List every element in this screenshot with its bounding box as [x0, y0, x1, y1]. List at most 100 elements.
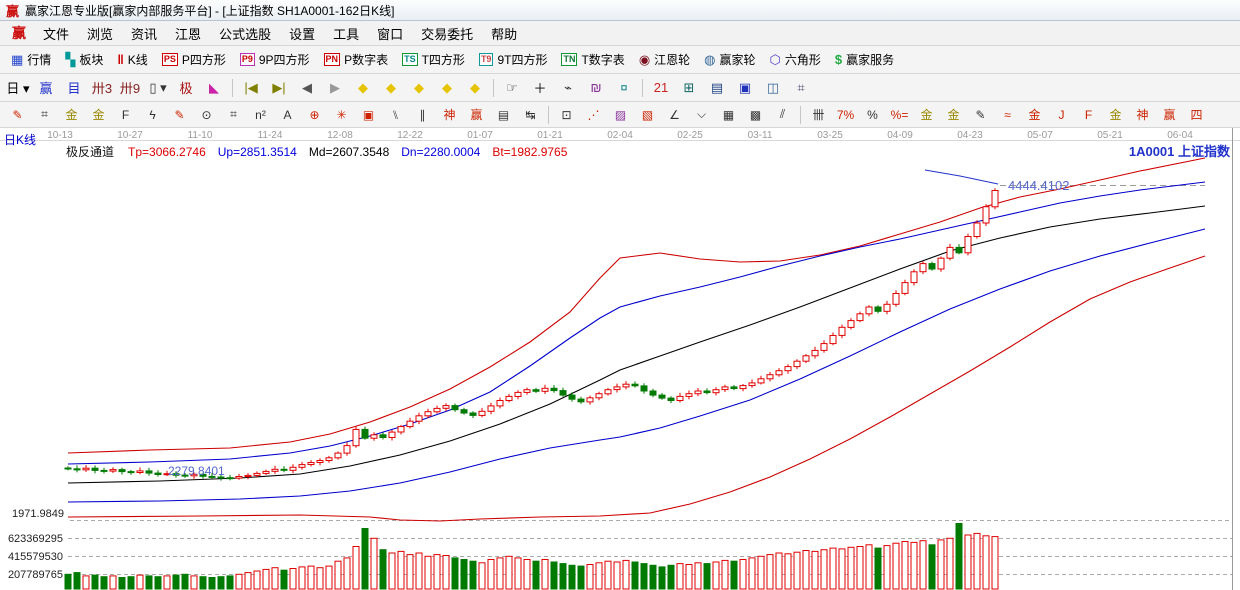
- diamond-updown-icon[interactable]: ◆: [470, 79, 480, 95]
- grid-lines-icon[interactable]: ⌗: [230, 107, 237, 121]
- indicator-header: 极反通道 Tp=3066.2746 Up=2851.3514 Md=2607.3548…: [66, 143, 579, 160]
- pencil-bars-icon[interactable]: ✎: [975, 107, 986, 122]
- zigzag-icon[interactable]: ⌵: [696, 107, 707, 121]
- t-square-button[interactable]: TS T四方形: [396, 49, 471, 70]
- 9p-square-icon: P9: [239, 53, 255, 66]
- square-star-icon[interactable]: ▣: [362, 107, 375, 122]
- t-number-table-button[interactable]: TN T数字表: [555, 49, 630, 70]
- candle-style-dropdown-icon[interactable]: ▯ ▾: [149, 79, 167, 95]
- kline-button[interactable]: ‖ K线: [111, 49, 153, 70]
- f-angle-icon[interactable]: F: [1084, 107, 1093, 122]
- menu-item-文件[interactable]: 文件: [43, 26, 70, 42]
- notes-doc-icon[interactable]: ▤: [710, 79, 724, 95]
- ying-angle-icon[interactable]: 赢: [1163, 108, 1176, 122]
- winner-wheel-button[interactable]: ◍ 赢家轮: [698, 49, 761, 70]
- wave-tool-icon[interactable]: ≈: [1004, 107, 1011, 122]
- grid-dots-icon[interactable]: ▦: [722, 107, 735, 122]
- ruler-123-icon[interactable]: ▤: [497, 107, 510, 122]
- angle-fan-icon[interactable]: ∠: [669, 107, 680, 122]
- next-icon[interactable]: ▶: [330, 79, 340, 95]
- box-tool-icon[interactable]: ⊡: [561, 107, 572, 122]
- last-page-icon[interactable]: ▶|: [272, 79, 286, 95]
- menu-item-公式选股[interactable]: 公式选股: [219, 26, 272, 42]
- diamond-left-icon[interactable]: ◆: [358, 79, 368, 95]
- p-square-button[interactable]: PS P四方形: [156, 49, 232, 70]
- draw-pencil-icon[interactable]: ✎: [12, 107, 23, 122]
- draw-pencil-2-icon[interactable]: ✎: [174, 107, 185, 122]
- gold-angle-2-icon[interactable]: 金: [1109, 108, 1122, 122]
- fib-lines-icon[interactable]: F: [121, 107, 130, 122]
- shen-lines-icon[interactable]: 神: [443, 108, 456, 122]
- vertical-pair-icon[interactable]: ∥: [419, 107, 426, 122]
- calendar-21-icon[interactable]: 21: [653, 80, 669, 95]
- j-angle-icon[interactable]: J: [1058, 107, 1065, 122]
- jifan-channel-icon[interactable]: 极: [179, 81, 193, 96]
- parallel-lines-icon[interactable]: ⑊: [391, 107, 400, 122]
- gold-lines-1-icon[interactable]: 金: [65, 108, 78, 122]
- prev-icon[interactable]: ◀: [302, 79, 312, 95]
- first-page-icon[interactable]: |◀: [244, 79, 258, 95]
- grid-box-icon[interactable]: ▩: [749, 107, 762, 122]
- quote-grid-button[interactable]: ▦ 行情: [5, 49, 57, 70]
- winner-chart-icon[interactable]: 赢: [39, 81, 53, 96]
- gold-lines-2-icon[interactable]: 金: [92, 108, 105, 122]
- diamond-out-icon[interactable]: ◆: [442, 79, 452, 95]
- hexagon-button[interactable]: ⬡ 六角形: [764, 49, 827, 70]
- calculator-icon[interactable]: ⊞: [683, 79, 695, 95]
- star-box-icon[interactable]: ✳: [336, 107, 347, 122]
- crosshair-tool-icon[interactable]: ＋: [533, 81, 547, 96]
- text-note-icon[interactable]: A: [283, 107, 292, 122]
- menu-item-工具[interactable]: 工具: [333, 26, 360, 42]
- fan-box-purple-icon[interactable]: ▨: [614, 107, 627, 122]
- gann-lines-icon[interactable]: ⌗: [41, 107, 48, 121]
- info-panel-icon[interactable]: 目: [67, 81, 81, 96]
- menu-item-资讯[interactable]: 资讯: [131, 26, 158, 42]
- diamond-in-icon[interactable]: ◆: [414, 79, 424, 95]
- gann-wheel-button[interactable]: ◉ 江恩轮: [633, 49, 696, 70]
- 9t-square-button[interactable]: T9 9T四方形: [473, 49, 554, 70]
- screen-globe-icon[interactable]: ◫: [766, 79, 780, 95]
- menu-item-交易委托[interactable]: 交易委托: [421, 26, 474, 42]
- gold-angle-icon[interactable]: 金: [1028, 108, 1041, 122]
- ying-lines-icon[interactable]: 赢: [470, 108, 483, 122]
- angle-measure-tool-icon[interactable]: ⌁: [564, 79, 572, 95]
- diamond-right-icon[interactable]: ◆: [386, 79, 396, 95]
- p-number-table-button[interactable]: PN P数字表: [318, 49, 395, 70]
- slant-lines-icon[interactable]: ⫽: [779, 107, 786, 121]
- bars-3-icon[interactable]: 卅3: [91, 81, 113, 96]
- menu-item-设置[interactable]: 设置: [289, 26, 316, 42]
- hand-tool-icon[interactable]: ☞: [506, 79, 518, 95]
- span-arrows-icon[interactable]: ↹: [525, 107, 536, 122]
- sector-blocks-button[interactable]: ▚ 板块: [59, 49, 109, 70]
- menu-item-江恩[interactable]: 江恩: [175, 26, 202, 42]
- menu-item-窗口[interactable]: 窗口: [377, 26, 404, 42]
- period-day-dropdown-icon[interactable]: 日 ▾: [6, 81, 30, 96]
- winner-service-button[interactable]: $ 赢家服务: [829, 49, 900, 70]
- channel-dn-line: [67, 228, 1206, 503]
- red-target-icon[interactable]: ⊕: [309, 107, 320, 122]
- percent-icon[interactable]: %: [867, 107, 878, 122]
- menu-item-浏览[interactable]: 浏览: [87, 26, 114, 42]
- n-square-icon[interactable]: n²: [255, 107, 266, 122]
- volume-profile-icon[interactable]: 卌: [812, 108, 825, 122]
- save-floppy-icon[interactable]: ▣: [738, 79, 752, 95]
- 9p-square-button[interactable]: P9 9P四方形: [234, 49, 316, 70]
- percent-7-icon[interactable]: 7%: [836, 107, 855, 122]
- remote-pc-icon[interactable]: ⌗: [797, 79, 805, 95]
- spiral-icon[interactable]: ϟ: [149, 107, 156, 122]
- gann-fan-red-icon[interactable]: ⋰: [587, 107, 600, 122]
- pattern-tool-icon[interactable]: ₪: [590, 80, 602, 95]
- gold-levels-icon[interactable]: 金: [947, 108, 960, 122]
- percent-levels-icon[interactable]: %=: [890, 107, 909, 122]
- date-tick: 03-25: [817, 130, 843, 141]
- gann-clock-icon[interactable]: ⊙: [201, 107, 212, 122]
- menu-item-帮助[interactable]: 帮助: [491, 26, 518, 42]
- shen-angle-icon[interactable]: 神: [1136, 108, 1149, 122]
- bars-9-icon[interactable]: 卅9: [119, 81, 141, 96]
- fan-box-red-icon[interactable]: ▧: [641, 107, 654, 122]
- cycle-tool-icon[interactable]: ¤: [620, 80, 628, 95]
- color-chart-icon[interactable]: ◣: [209, 79, 219, 95]
- si-angle-icon[interactable]: 四: [1190, 108, 1203, 122]
- gold-circle-icon[interactable]: 金: [920, 108, 933, 122]
- t-square-icon: TS: [402, 53, 418, 66]
